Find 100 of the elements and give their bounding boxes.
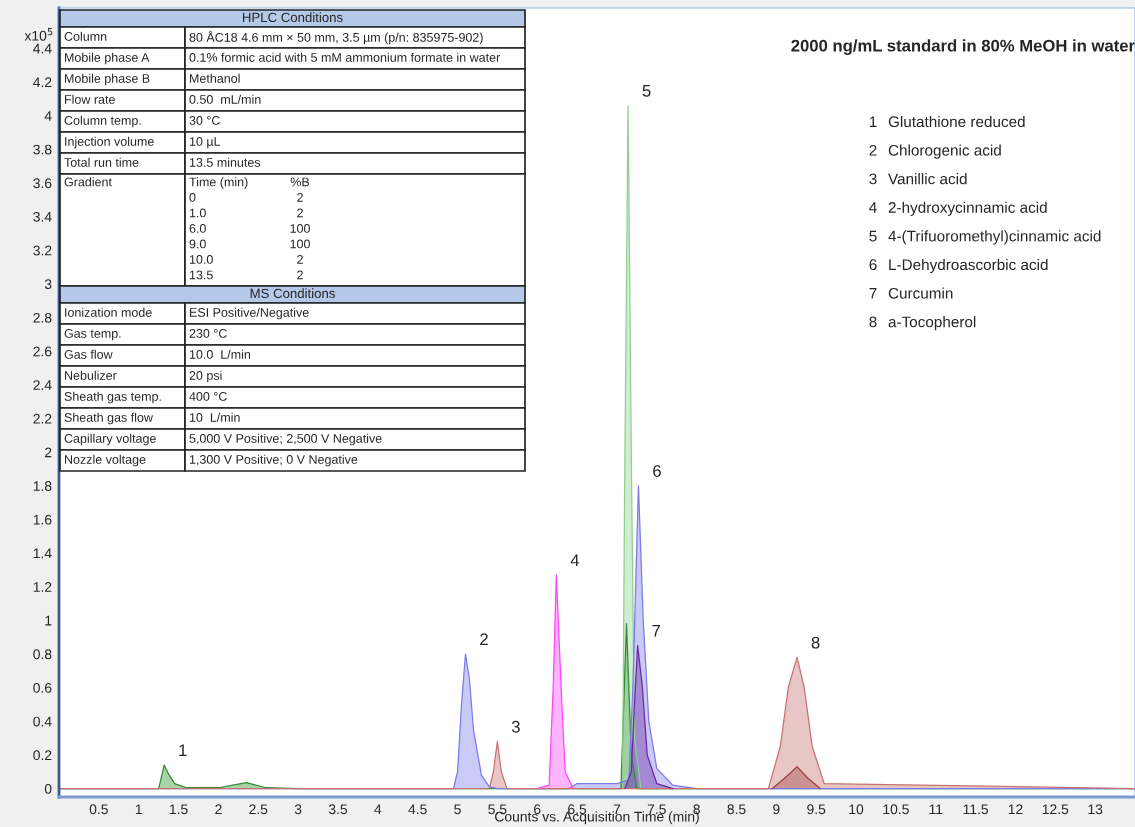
annotation: 5 (642, 85, 651, 97)
annotation: 10.0 L/min (189, 349, 251, 359)
annotation: 8 (869, 316, 877, 328)
annotation: 3 (511, 720, 520, 733)
annotation: 2 (297, 193, 303, 202)
annotation: 13.5 (189, 270, 213, 280)
x-tick-label: 13 (1088, 804, 1103, 815)
annotation: 230 °C (189, 329, 227, 338)
annotation: 0.50 mL/min (189, 94, 261, 104)
y-tick-label: 1.2 (33, 582, 52, 592)
annotation: ESI Positive/Negative (190, 307, 309, 320)
annotation: Capillary voltage (64, 433, 156, 446)
annotation: Gradient (64, 177, 112, 187)
y-tick-label: 3.6 (33, 178, 52, 189)
annotation: Vanillic acid (888, 173, 967, 185)
x-tick-label: 4.5 (408, 804, 427, 815)
y-tick-label: 0.2 (33, 750, 52, 761)
text: 2000 ng/mL standard in 80% MeOH in water (791, 39, 1135, 55)
y-tick-label: 2 (45, 447, 52, 458)
annotation: 9.0 (189, 239, 206, 249)
annotation: 6 (653, 465, 661, 477)
annotation: 4 (869, 202, 877, 213)
y-tick-label: 0 (44, 783, 52, 794)
annotation: 13.5 minutes (189, 157, 261, 167)
x-tick-label: 5 (454, 804, 461, 815)
y-tick-label: 0.4 (33, 716, 52, 727)
annotation: 80 ÅC18 4.6 mm × 50 mm, 3.5 µm (p/n: 835975-902) (189, 30, 483, 45)
annotation: Ionization mode (65, 307, 152, 317)
x-tick-label: 0.5 (89, 804, 108, 815)
annotation: Time (min) (189, 177, 248, 189)
annotation: 1 (179, 744, 187, 757)
x-tick-label: 3.5 (328, 804, 348, 815)
annotation: Sheath gas temp. (64, 391, 161, 404)
annotation: 7 (869, 288, 877, 299)
annotation: 2 (297, 208, 303, 218)
y-tick-label: 3.4 (33, 211, 52, 222)
y-tick-label: 4.2 (33, 77, 52, 88)
annotation: Sheath gas flow (64, 412, 153, 425)
annotation: 1 (869, 116, 877, 127)
y-tick-label: 4.4 (33, 43, 52, 54)
annotation: Gas flow (64, 349, 113, 359)
x-tick-label: 4 (374, 804, 382, 815)
x-tick-label: 1.5 (169, 804, 188, 815)
annotation: Nebulizer (65, 370, 117, 380)
x-tick-label: 11.5 (963, 804, 989, 815)
annotation: 20 psi (189, 370, 222, 383)
annotation: Column temp. (64, 115, 141, 128)
annotation: Glutathione reduced (888, 115, 1025, 128)
x-tick-label: 9.5 (807, 804, 826, 815)
annotation: L-Dehydroascorbic acid (889, 258, 1048, 274)
x-tick-label: 2.5 (249, 804, 268, 815)
x-tick-label: 12 (1008, 804, 1023, 815)
x-tick-label: 1 (135, 804, 142, 815)
annotation: Column (64, 31, 107, 41)
y-tick-label: 3.8 (33, 144, 52, 155)
y-tick-label: 4 (44, 111, 52, 121)
y-tick-label: 3 (44, 279, 52, 290)
y-tick-label: 1.4 (33, 548, 52, 559)
annotation: Gas temp. (64, 329, 121, 341)
x-tick-label: 10.5 (883, 804, 909, 815)
annotation: Mobile phase B (65, 73, 150, 86)
annotation: 8 (811, 636, 820, 649)
annotation: 5 (869, 230, 877, 242)
annotation: a-Tocopherol (888, 316, 976, 331)
annotation: 0.1% formic acid with 5 mM ammonium formate in water (189, 52, 500, 62)
annotation: Nozzle voltage (65, 454, 146, 467)
annotation: 10.0 (189, 255, 213, 264)
annotation: Injection volume (65, 136, 154, 149)
x-tick-label: 3 (294, 804, 302, 815)
x-tick-label: 8.5 (727, 804, 746, 815)
annotation: 4-(Trifuoromethyl)cinnamic acid (888, 230, 1101, 245)
annotation: MS Conditions (250, 288, 335, 299)
annotation: 10 µL (189, 137, 221, 149)
annotation: 2 (297, 255, 303, 264)
y-tick-label: 2.8 (33, 312, 52, 323)
annotation: 2-hydroxycinnamic acid (888, 201, 1047, 216)
annotation: 100 (290, 224, 310, 233)
text: x10$^{5}$ (24, 28, 53, 41)
y-tick-label: 0.8 (33, 649, 52, 660)
x-tick-label: 10 (849, 804, 864, 815)
y-tick-label: 1 (45, 615, 52, 626)
annotation: 2 (297, 270, 303, 280)
y-tick-label: 1.8 (33, 481, 52, 491)
y-tick-label: 1.6 (33, 514, 52, 525)
y-tick-label: 2.6 (33, 346, 52, 357)
annotation: %B (290, 177, 310, 187)
annotation: 100 (290, 239, 310, 249)
x-tick-label: 2 (215, 804, 222, 815)
annotation: Curcumin (888, 287, 953, 299)
annotation: 10 L/min (189, 412, 240, 422)
annotation: Mobile phase A (65, 52, 150, 65)
annotation: 4 (570, 554, 580, 566)
x-tick-label: 12.5 (1042, 804, 1069, 815)
annotation: 2 (480, 633, 488, 645)
annotation: 3 (869, 173, 877, 185)
annotation: 1.0 (189, 208, 206, 218)
annotation: 1,300 V Positive; 0 V Negative (189, 454, 358, 467)
y-tick-label: 3.2 (33, 245, 52, 256)
annotation: 5,000 V Positive; 2,500 V Negative (189, 433, 382, 446)
y-tick-label: 2.2 (33, 413, 52, 424)
